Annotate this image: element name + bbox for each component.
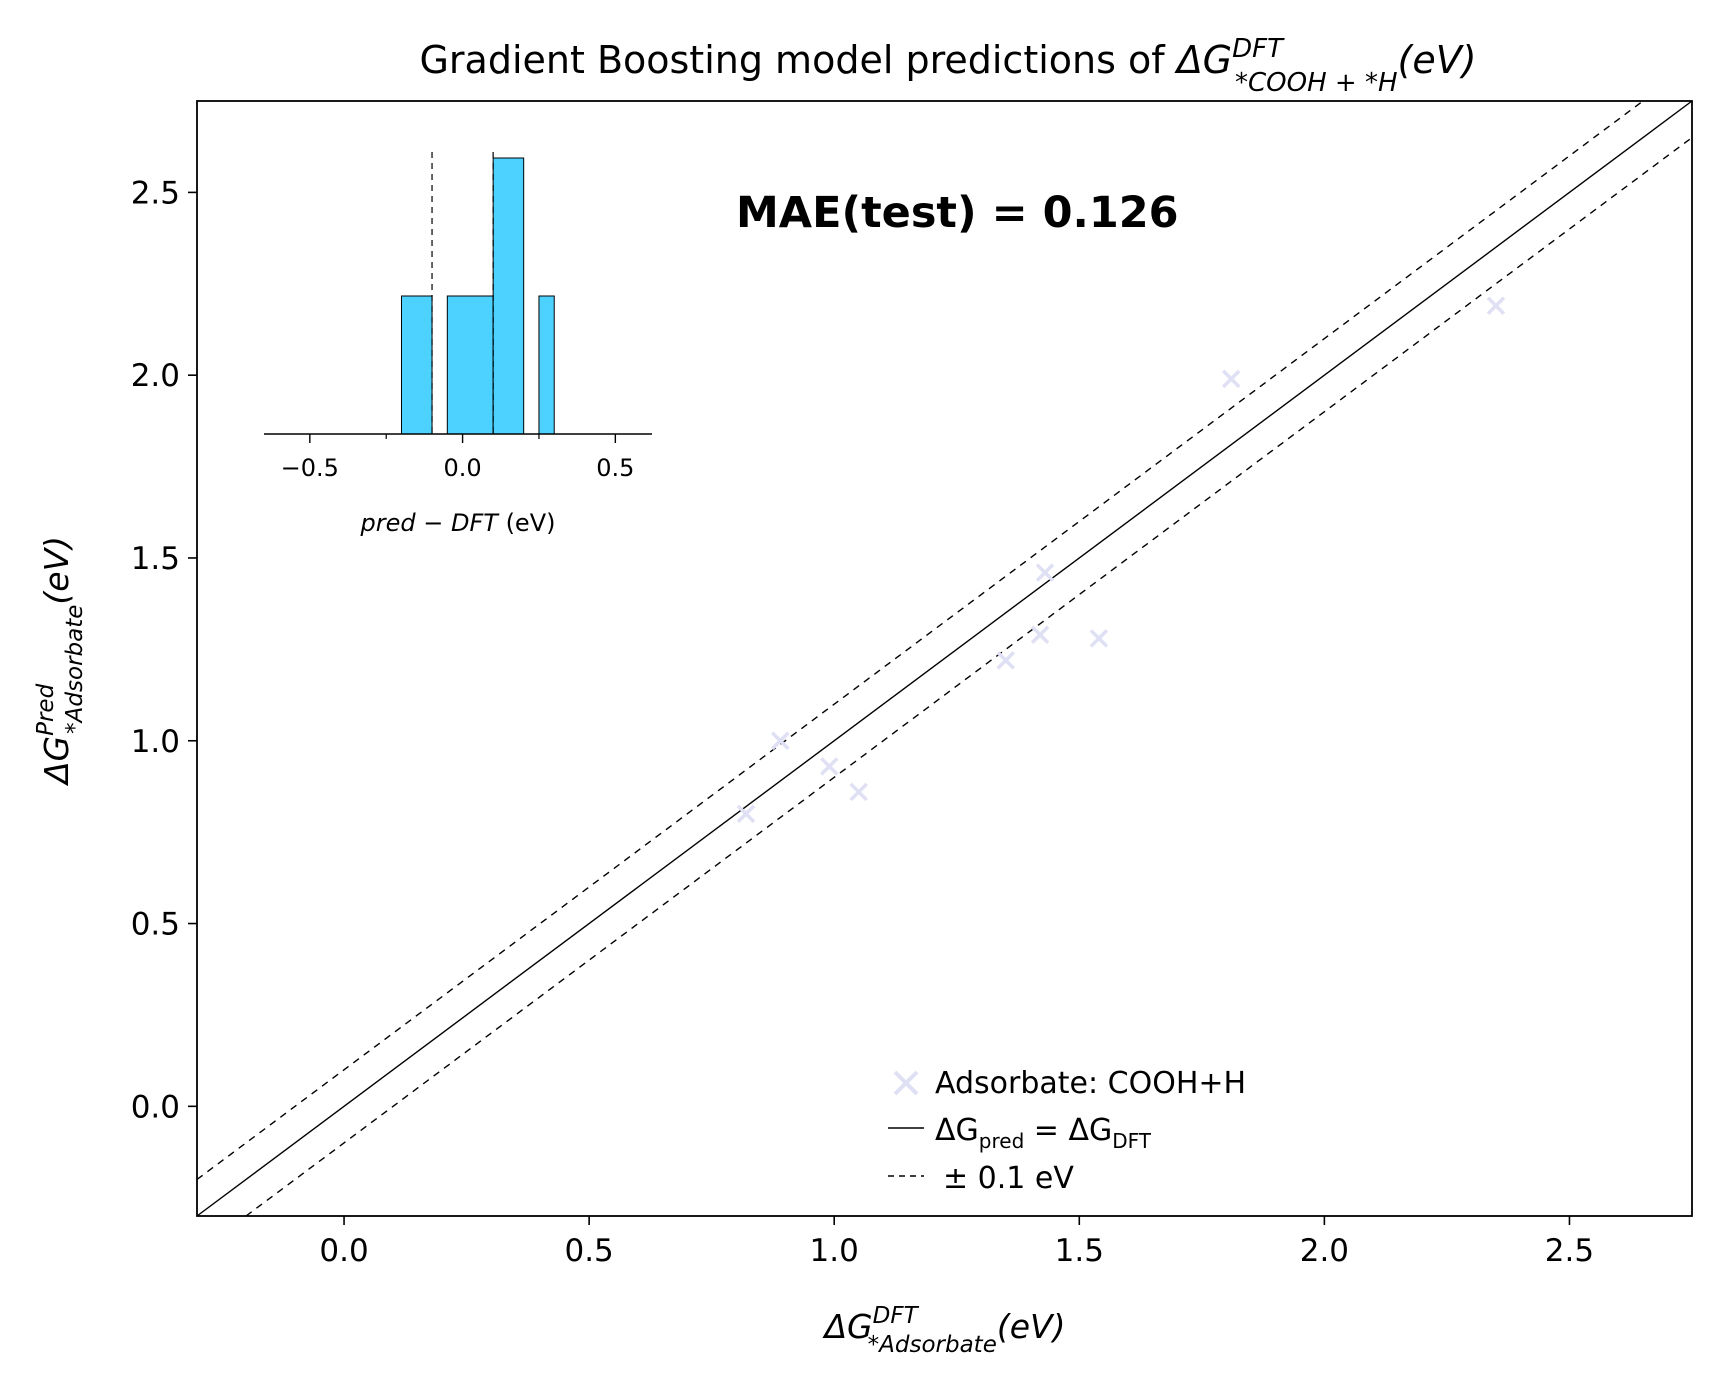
legend-label-identity: ΔGpred = ΔGDFT xyxy=(935,1113,1152,1153)
data-point xyxy=(1089,629,1109,648)
xlabel-suffix: (eV) xyxy=(997,1307,1066,1346)
reference-lines xyxy=(196,100,1693,1217)
x-tick-label: 2.0 xyxy=(1300,1233,1349,1269)
data-point xyxy=(820,757,839,776)
y-tick-label: 1.0 xyxy=(131,724,180,760)
legend-identity-mid: = ΔG xyxy=(1024,1113,1112,1148)
plot-frame xyxy=(196,100,1693,1217)
x-tick-label: 0.5 xyxy=(564,1233,613,1269)
data-point xyxy=(1035,563,1055,582)
inset-x-axis-label: pred − DFT (eV) xyxy=(360,509,556,537)
upper-band-line xyxy=(196,100,1644,1181)
legend-marker-x2 xyxy=(893,1070,919,1096)
histogram-bar xyxy=(446,295,494,435)
legend-label-series: Adsorbate: COOH+H xyxy=(935,1066,1246,1101)
inset-x-tick-label: 0.5 xyxy=(596,454,634,482)
x-tick-label: 1.5 xyxy=(1055,1233,1104,1269)
x-tick-label: 0.0 xyxy=(319,1233,368,1269)
histogram-bar xyxy=(538,295,555,435)
title-prefix: Gradient Boosting model predictions of xyxy=(419,38,1176,82)
xlabel-subscript: *Adsorbate xyxy=(868,1332,997,1358)
y-tick-label: 1.5 xyxy=(131,541,180,577)
ylabel-superscript: Pred xyxy=(33,683,59,735)
x-tick-label: 1.0 xyxy=(810,1233,859,1269)
legend-identity-sub2: DFT xyxy=(1112,1129,1152,1153)
scatter-points xyxy=(736,296,1506,824)
title-superscript: DFT xyxy=(1232,34,1285,64)
data-point xyxy=(1222,369,1241,389)
inset-xlabel-unit: (eV) xyxy=(498,509,556,537)
inset-xlabel-italic: pred − DFT xyxy=(360,509,501,537)
x-axis-label: ΔGDFT *Adsorbate(eV) xyxy=(821,1303,1065,1358)
ylabel-subscript: *Adsorbate xyxy=(62,605,88,734)
xlabel-superscript: DFT xyxy=(873,1303,920,1329)
ylabel-delta: ΔG xyxy=(37,736,76,787)
identity-line xyxy=(196,100,1693,1217)
inset-x-tick-label: −0.5 xyxy=(281,454,339,482)
title-subscript: *COOH + *H xyxy=(1235,68,1398,98)
legend: Adsorbate: COOH+H ΔGpred = ΔGDFT ± 0.1 e… xyxy=(888,1066,1246,1196)
y-tick-label: 0.5 xyxy=(131,907,180,943)
data-point xyxy=(1486,296,1506,315)
title-suffix: (eV) xyxy=(1398,38,1477,82)
xlabel-delta: ΔG xyxy=(821,1307,872,1346)
legend-identity-sub1: pred xyxy=(979,1129,1024,1153)
axis-ticks: 0.0 0.5 1.0 1.5 2.0 2.5 0.0 0.5 1.0 1.5 2.0 2.5 xyxy=(131,175,1594,1269)
y-tick-label: 2.0 xyxy=(131,358,180,394)
data-point xyxy=(996,651,1016,670)
chart-title: Gradient Boosting model predictions of Δ… xyxy=(419,34,1476,98)
mae-annotation: MAE(test) = 0.126 xyxy=(736,188,1179,238)
y-tick-label: 2.5 xyxy=(131,175,180,211)
title-delta: ΔG xyxy=(1174,38,1232,82)
lower-band-line xyxy=(245,136,1693,1217)
histogram-bar xyxy=(400,295,433,435)
legend-identity-main: ΔG xyxy=(935,1113,979,1148)
inset-x-tick-label: 0.0 xyxy=(443,454,481,482)
legend-label-band: ± 0.1 eV xyxy=(943,1161,1074,1196)
y-axis-label: ΔGPred *Adsorbate(eV) xyxy=(33,536,88,787)
data-point xyxy=(1030,625,1050,644)
data-point xyxy=(849,782,868,802)
data-point xyxy=(771,731,790,750)
data-point xyxy=(736,804,756,824)
y-tick-label: 0.0 xyxy=(131,1089,180,1125)
histogram-bar xyxy=(492,157,525,435)
inset-histogram: −0.5 0.0 0.5 xyxy=(264,152,652,482)
ylabel-suffix: (eV) xyxy=(37,536,76,605)
x-tick-label: 2.5 xyxy=(1545,1233,1594,1269)
